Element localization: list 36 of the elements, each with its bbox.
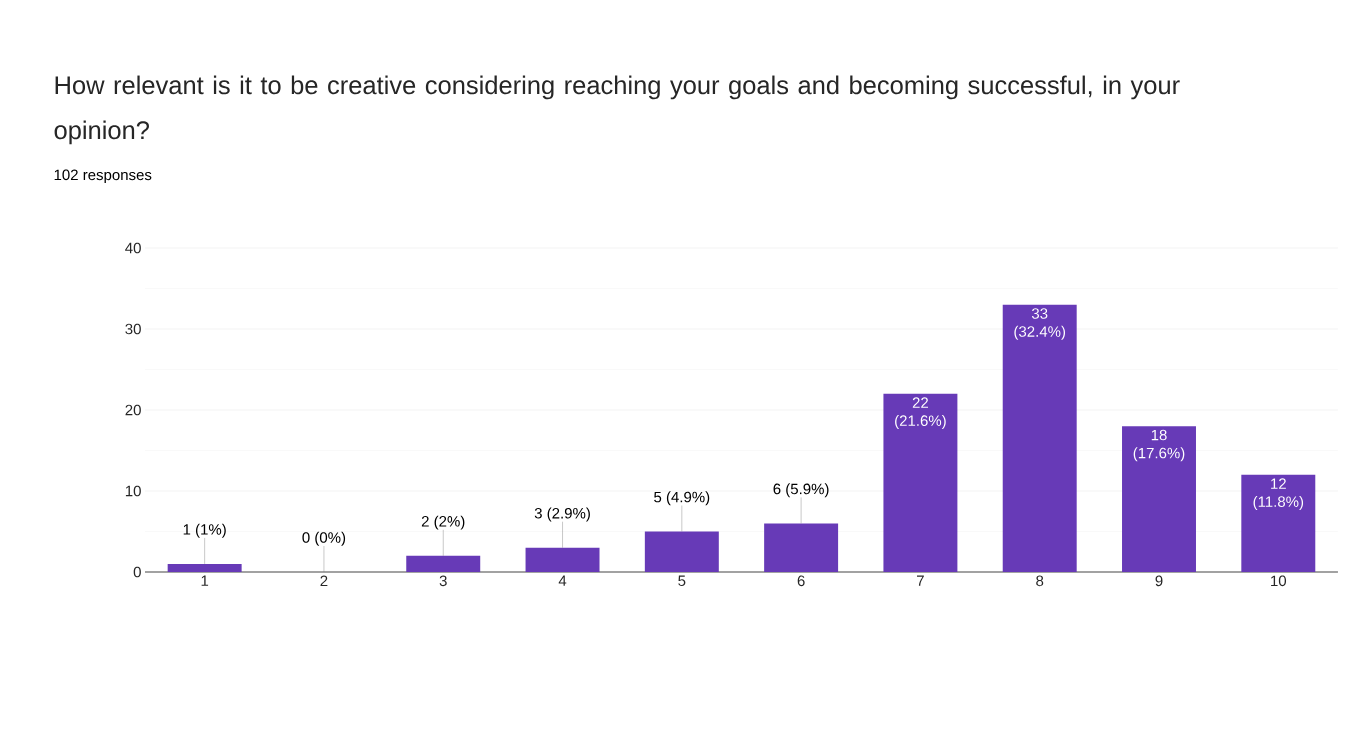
x-tick-label: 3 — [439, 575, 447, 587]
y-tick-label: 0 — [133, 566, 141, 578]
x-tick-label: 10 — [1271, 575, 1287, 587]
y-tick-label: 40 — [125, 242, 141, 254]
x-tick-label: 4 — [558, 575, 567, 586]
y-tick-label: 10 — [125, 485, 141, 497]
bar — [764, 523, 839, 573]
x-tick-label: 9 — [1155, 575, 1163, 587]
bar — [644, 531, 719, 573]
bar — [1122, 426, 1196, 573]
data-label: 3 (2.9%) — [534, 507, 590, 522]
bar — [1241, 474, 1316, 573]
y-tick-label: 30 — [125, 323, 141, 335]
x-tick-label: 2 — [320, 575, 328, 587]
x-tick-label: 1 — [201, 575, 209, 586]
bar — [1002, 304, 1077, 573]
bar — [167, 563, 242, 573]
x-tick-label: 7 — [917, 575, 924, 586]
data-label: 0 (0%) — [302, 531, 346, 546]
data-label: 22 (21.6%) — [895, 397, 946, 429]
y-tick-label: 20 — [125, 404, 141, 416]
chart-subtitle: 102 responses — [54, 169, 152, 184]
data-label: 18 (17.6%) — [1133, 429, 1185, 462]
data-label: 12 (11.8%) — [1253, 478, 1304, 510]
data-label: 6 (5.9%) — [773, 483, 829, 498]
data-label: 1 (1%) — [183, 523, 226, 538]
data-label: 2 (2%) — [421, 515, 465, 530]
bar — [883, 393, 958, 573]
bar — [406, 555, 481, 573]
x-tick-label: 5 — [678, 575, 686, 586]
bar — [525, 547, 600, 573]
data-label: 5 (4.9%) — [654, 491, 710, 506]
x-tick-label: 8 — [1036, 575, 1044, 587]
chart-title: How relevant is it to be creative considering reaching your goals and becoming successful, in your opinion? — [54, 75, 1180, 145]
x-tick-label: 6 — [797, 575, 805, 587]
data-label: 33 (32.4%) — [1014, 308, 1066, 340]
